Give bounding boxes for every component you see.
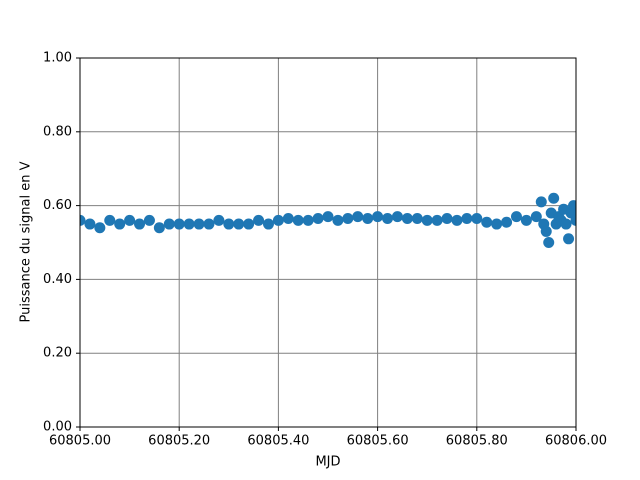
point bbox=[80, 214, 86, 226]
point bbox=[183, 218, 195, 230]
point bbox=[332, 214, 344, 226]
y-tick-label: 1.00 bbox=[43, 51, 72, 66]
point bbox=[391, 211, 403, 223]
x-tick-label: 60805.60 bbox=[347, 434, 409, 449]
point bbox=[563, 233, 575, 245]
x-tick-label: 60805.80 bbox=[446, 434, 508, 449]
point bbox=[163, 218, 175, 230]
point bbox=[94, 222, 106, 234]
point bbox=[451, 214, 463, 226]
x-tick-label: 60805.20 bbox=[148, 434, 210, 449]
point bbox=[411, 213, 423, 225]
point bbox=[560, 218, 572, 230]
point bbox=[322, 211, 334, 223]
x-tick-label: 60806.00 bbox=[545, 434, 607, 449]
point bbox=[568, 200, 576, 212]
grid bbox=[79, 57, 577, 428]
point bbox=[153, 222, 165, 234]
point bbox=[124, 214, 136, 226]
point bbox=[312, 213, 324, 225]
point bbox=[543, 237, 555, 248]
point bbox=[471, 213, 483, 225]
point bbox=[548, 192, 560, 204]
point bbox=[203, 218, 215, 230]
y-tick-label: 0.80 bbox=[43, 124, 72, 139]
point bbox=[481, 216, 493, 228]
point bbox=[173, 218, 185, 230]
point bbox=[570, 214, 576, 226]
point bbox=[491, 218, 503, 230]
ticks: 60805.00 60805.20 60805.40 60805.60 60805.80… bbox=[43, 51, 607, 449]
y-tick-label: 0.60 bbox=[43, 198, 72, 213]
point bbox=[535, 196, 547, 208]
point bbox=[282, 213, 294, 225]
point bbox=[213, 214, 225, 226]
point bbox=[253, 214, 265, 226]
y-tick-label: 0.40 bbox=[43, 272, 72, 287]
point bbox=[193, 218, 205, 230]
point bbox=[372, 211, 384, 223]
point bbox=[510, 211, 522, 223]
point bbox=[431, 214, 443, 226]
points bbox=[80, 192, 576, 248]
point bbox=[114, 218, 126, 230]
point bbox=[520, 214, 532, 226]
point bbox=[233, 218, 245, 230]
point bbox=[441, 213, 453, 225]
point bbox=[272, 214, 284, 226]
point bbox=[134, 218, 146, 230]
point bbox=[143, 214, 155, 226]
point bbox=[530, 211, 542, 223]
point bbox=[342, 213, 354, 225]
point bbox=[421, 214, 433, 226]
point bbox=[84, 218, 96, 230]
point bbox=[262, 218, 274, 230]
point bbox=[292, 214, 304, 226]
x-axis-label: MJD bbox=[315, 455, 340, 470]
point bbox=[243, 218, 255, 230]
point bbox=[501, 216, 513, 228]
x-tick-label: 60805.00 bbox=[49, 434, 111, 449]
point bbox=[104, 214, 116, 226]
point bbox=[362, 213, 374, 225]
point bbox=[352, 211, 364, 223]
y-axis-label: Puissance du signal en V bbox=[19, 161, 34, 322]
point bbox=[401, 213, 413, 225]
point bbox=[223, 218, 235, 230]
y-tick-label: 0.20 bbox=[43, 346, 72, 361]
point bbox=[382, 213, 394, 225]
point bbox=[540, 225, 552, 237]
x-tick-label: 60805.40 bbox=[247, 434, 309, 449]
point bbox=[461, 213, 473, 225]
axes-frame bbox=[79, 57, 577, 428]
y-tick-label: 0.00 bbox=[43, 420, 72, 435]
point bbox=[302, 214, 314, 226]
